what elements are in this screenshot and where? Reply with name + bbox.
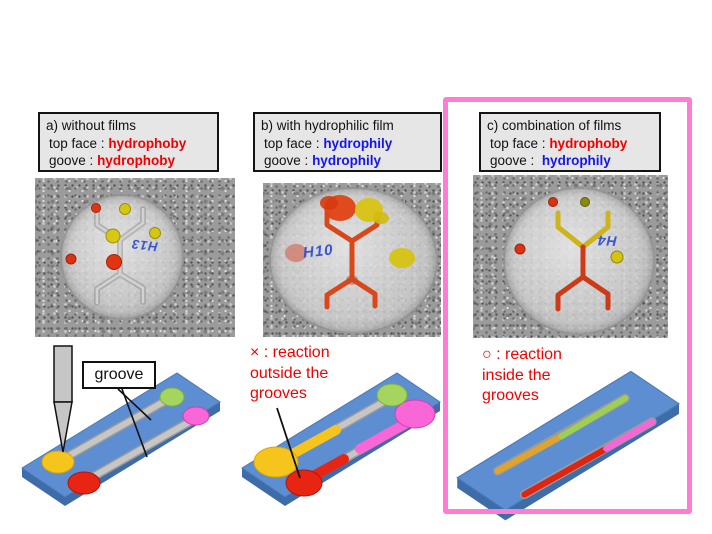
spread-pink-blob	[394, 399, 436, 429]
droplet-red-a	[67, 471, 101, 495]
chip-b	[241, 372, 441, 506]
droplet-pink-a	[182, 406, 210, 426]
panel-a-groove-label: goove :	[49, 153, 94, 168]
spread-yellow-blob	[253, 446, 299, 478]
panel-b-title: b) with hydrophilic film	[261, 118, 394, 133]
panel-b-topface-label: top face :	[264, 135, 320, 151]
photo-device-b: H10	[263, 183, 441, 337]
droplet-yellow-a	[41, 450, 75, 474]
note-reaction-inside: ○ : reaction inside the grooves	[482, 346, 562, 404]
panel-b-topface-value: hydrophily	[323, 135, 393, 151]
note-b-pointer-line	[276, 407, 301, 479]
photo-device-c: H4	[473, 175, 668, 338]
groove-fill-pink	[603, 418, 656, 452]
panel-a-topface-value: hydrophoby	[108, 135, 187, 151]
photo-a-grooves-and-droplets	[65, 203, 161, 306]
groove-fill-red	[521, 445, 610, 498]
photo-device-a: H13	[35, 178, 235, 337]
panel-c-topface-label: top face :	[490, 135, 546, 151]
panel-a-title: a) without films	[46, 118, 137, 133]
groove-callout-label: groove	[82, 361, 156, 389]
panel-b-header: b) with hydrophilic film top face : hydr…	[253, 112, 442, 172]
chip-c	[456, 370, 681, 521]
spread-green-blob	[376, 383, 408, 407]
panel-c-header: c) combination of films top face : hydro…	[479, 112, 661, 172]
panel-b-groove-label: goove :	[264, 153, 309, 168]
photo-c-filled-grooves	[514, 197, 624, 312]
device-disc-a	[60, 194, 184, 320]
groove-fill-green	[558, 395, 629, 440]
panel-c-groove-value: hydrophily	[541, 153, 611, 168]
pipette	[53, 345, 73, 453]
note-reaction-outside: × : reaction outside the grooves	[250, 344, 330, 402]
panel-c-topface-value: hydrophoby	[549, 135, 628, 151]
photo-b-spread-liquid	[285, 195, 415, 310]
panel-a-topface-label: top face :	[49, 135, 105, 151]
droplet-green-a	[159, 387, 185, 407]
panel-c-title: c) combination of films	[487, 118, 622, 133]
panel-c-groove-label: goove :	[490, 153, 535, 168]
panel-a-groove-value: hydrophoby	[97, 153, 176, 168]
groove-fill-orange	[494, 433, 565, 475]
panel-a-header: a) without films top face : hydrophoby g…	[38, 112, 219, 172]
panel-b-groove-value: hydrophily	[312, 153, 382, 168]
device-disc-c	[503, 187, 655, 335]
groove-pointer-lines	[117, 388, 152, 458]
spread-red-blob	[285, 469, 323, 497]
chip-a	[21, 372, 221, 506]
